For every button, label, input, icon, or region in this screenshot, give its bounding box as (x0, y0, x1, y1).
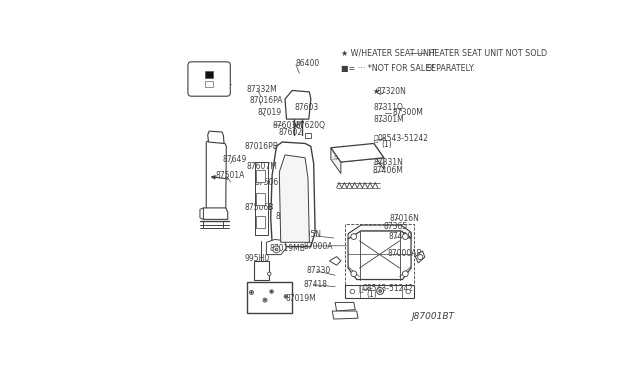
Polygon shape (204, 208, 228, 219)
Text: 87311Q: 87311Q (374, 103, 404, 112)
Bar (305, 132, 311, 138)
Circle shape (275, 248, 278, 251)
Text: 995H0: 995H0 (245, 254, 270, 263)
Polygon shape (345, 285, 414, 298)
Polygon shape (348, 231, 411, 279)
Circle shape (351, 234, 356, 240)
Text: 87607M: 87607M (246, 163, 277, 171)
Circle shape (285, 296, 287, 297)
Polygon shape (279, 155, 309, 242)
Bar (247, 282, 292, 313)
Text: J87001BT: J87001BT (411, 312, 454, 321)
Text: 87000AB: 87000AB (388, 248, 422, 258)
Bar (257, 216, 265, 228)
Polygon shape (271, 142, 315, 247)
Text: 08543-51242: 08543-51242 (362, 284, 413, 293)
Circle shape (271, 291, 273, 292)
Text: 87016N: 87016N (389, 214, 419, 223)
Text: 87000A: 87000A (303, 241, 333, 250)
Polygon shape (335, 302, 355, 311)
Text: 87332M: 87332M (246, 84, 277, 93)
Text: ★ W/HEATER SEAT UNIT: ★ W/HEATER SEAT UNIT (341, 49, 436, 58)
Polygon shape (330, 257, 341, 265)
Text: 87601M: 87601M (273, 121, 303, 130)
Text: (1): (1) (382, 140, 392, 149)
Polygon shape (266, 240, 287, 254)
Text: 87320N: 87320N (377, 87, 406, 96)
Text: 87301M: 87301M (374, 115, 404, 125)
Polygon shape (208, 131, 224, 144)
Bar (253, 261, 269, 279)
Text: 87620Q: 87620Q (296, 121, 326, 130)
Text: 87400: 87400 (388, 232, 413, 241)
Text: 87406M: 87406M (372, 166, 403, 176)
Text: 87019M: 87019M (285, 294, 316, 303)
Circle shape (403, 271, 408, 277)
Text: 87643: 87643 (275, 212, 300, 221)
Text: 87300M: 87300M (393, 108, 424, 117)
Circle shape (350, 289, 355, 294)
Circle shape (268, 272, 271, 276)
Circle shape (403, 234, 408, 240)
Polygon shape (374, 144, 384, 169)
Circle shape (264, 299, 266, 301)
Text: —— HEATER SEAT UNIT NOT SOLD: —— HEATER SEAT UNIT NOT SOLD (410, 49, 547, 58)
Text: 87418: 87418 (304, 280, 328, 289)
Polygon shape (206, 140, 227, 211)
Text: 87016PB: 87016PB (245, 142, 279, 151)
Circle shape (351, 271, 356, 277)
Text: 87603: 87603 (295, 103, 319, 112)
Text: (1): (1) (367, 290, 378, 299)
Text: 86400: 86400 (296, 59, 320, 68)
Polygon shape (285, 90, 311, 119)
Text: 87019: 87019 (258, 108, 282, 117)
Bar (257, 170, 265, 182)
Text: 87330: 87330 (306, 266, 330, 275)
Text: 87506B: 87506B (245, 203, 275, 212)
Polygon shape (331, 144, 384, 162)
Circle shape (263, 298, 267, 302)
Polygon shape (348, 225, 411, 239)
Polygon shape (331, 148, 341, 173)
Bar (205, 81, 213, 87)
Circle shape (270, 290, 273, 293)
Polygon shape (200, 208, 204, 219)
Circle shape (284, 295, 287, 298)
Text: Ⓢ: Ⓢ (359, 284, 364, 293)
Text: SEPARATELY.: SEPARATELY. (426, 64, 475, 74)
Text: 08543-51242: 08543-51242 (378, 134, 429, 143)
Text: ★: ★ (292, 121, 299, 130)
Bar (257, 193, 265, 205)
Circle shape (273, 246, 280, 253)
Text: ★: ★ (372, 87, 380, 96)
Text: Ⓢ: Ⓢ (373, 134, 378, 143)
Text: 87501A: 87501A (216, 171, 245, 180)
Circle shape (250, 291, 253, 294)
Circle shape (418, 254, 423, 260)
Text: 87405N: 87405N (291, 230, 321, 239)
Text: 87331N: 87331N (374, 158, 404, 167)
Text: 87016PA: 87016PA (249, 96, 283, 105)
Text: ■= ··· *NOT FOR SALE*: ■= ··· *NOT FOR SALE* (341, 64, 434, 74)
Circle shape (251, 292, 252, 293)
Bar (205, 71, 213, 78)
Circle shape (377, 288, 383, 294)
Text: 87019MB: 87019MB (269, 244, 305, 253)
Polygon shape (415, 251, 425, 263)
Text: 87649: 87649 (222, 155, 246, 164)
Polygon shape (332, 311, 358, 319)
Text: 87365: 87365 (383, 222, 408, 231)
Text: 87602: 87602 (279, 128, 303, 137)
FancyBboxPatch shape (188, 62, 230, 96)
Text: 87506: 87506 (254, 178, 278, 187)
Circle shape (406, 289, 410, 294)
Bar (345, 224, 414, 298)
Circle shape (379, 289, 381, 292)
Polygon shape (255, 162, 268, 235)
